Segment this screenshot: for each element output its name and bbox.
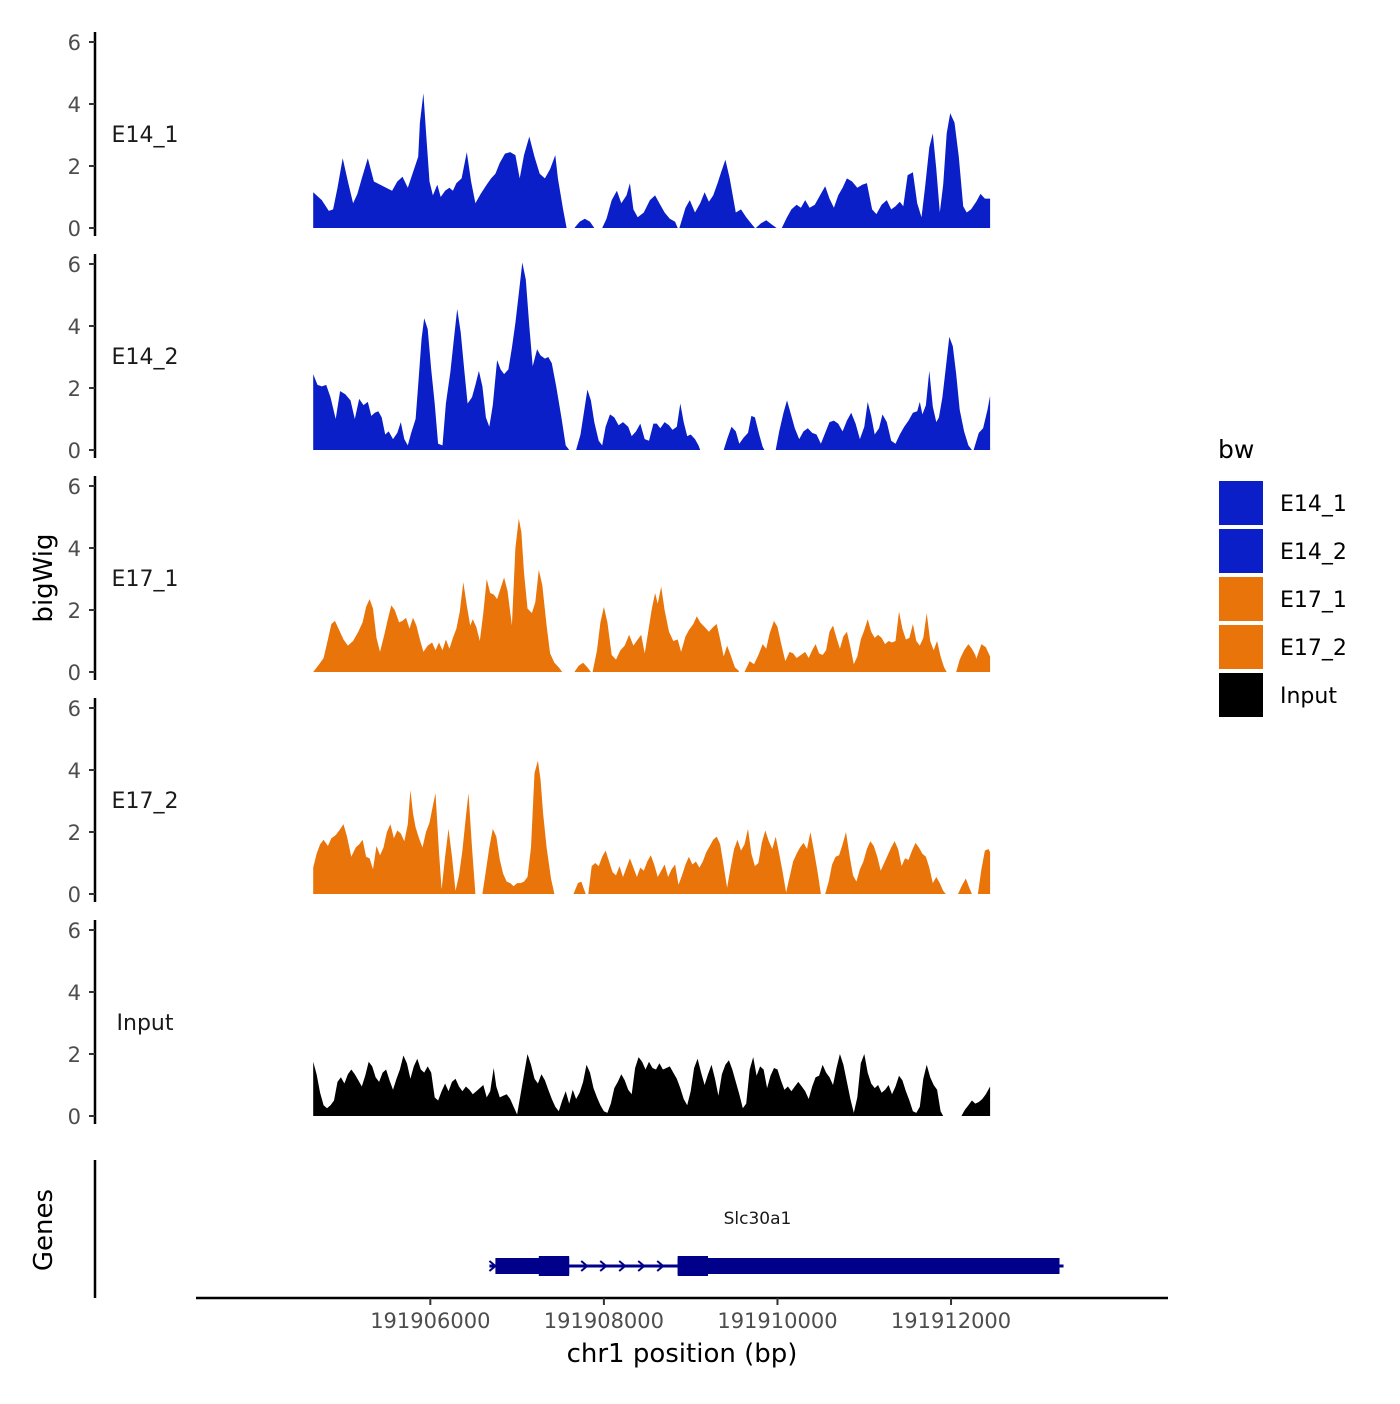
y-tick-label: 0 xyxy=(68,1105,81,1129)
track-label: E14_1 xyxy=(112,123,179,148)
area-E14_2d xyxy=(775,336,972,450)
legend-label: E17_1 xyxy=(1280,588,1347,613)
area-E14_2 xyxy=(313,262,570,450)
area-E17_2 xyxy=(313,790,476,894)
gene-name-label: Slc30a1 xyxy=(724,1209,792,1229)
area-E14_1d xyxy=(679,159,755,228)
area-E14_1c xyxy=(602,183,678,228)
y-tick-label: 0 xyxy=(68,883,81,907)
strand-arrow xyxy=(637,1260,646,1272)
track-E17_1: 0 2 4 6 E17_1 xyxy=(68,475,991,685)
gene-cds xyxy=(677,1256,709,1276)
area-E14_1b xyxy=(574,218,595,228)
y-tick-label: 6 xyxy=(68,919,81,943)
y-tick-label: 4 xyxy=(68,981,81,1005)
x-tick-label: 191906000 xyxy=(370,1309,490,1333)
genes-axis-title: Genes xyxy=(29,1189,59,1271)
x-tick-label: 191912000 xyxy=(891,1309,1011,1333)
genes-layer: Slc30a1 xyxy=(93,1160,1064,1298)
track-label: E14_2 xyxy=(112,345,179,370)
area-E17_2g xyxy=(977,849,991,894)
y-tick-label: 0 xyxy=(68,217,81,241)
area-E14_2e xyxy=(973,395,991,450)
legend-label: Input xyxy=(1280,684,1337,709)
y-tick-label: 4 xyxy=(68,759,81,783)
legend-key-Input xyxy=(1217,671,1265,719)
legend: bw E14_1 E14_2 E17_1 E17_2 Input xyxy=(1217,435,1347,719)
y-tick-label: 2 xyxy=(68,1043,81,1067)
track-E17_2: 0 2 4 6 E17_2 xyxy=(68,697,991,907)
area-E14_2c xyxy=(723,415,765,450)
y-axis-title: bigWig xyxy=(29,533,59,622)
gene-cds xyxy=(538,1256,570,1276)
strand-arrow xyxy=(580,1260,589,1272)
area-E14_1 xyxy=(313,93,567,228)
y-tick-label: 6 xyxy=(68,697,81,721)
area-E17_2d xyxy=(588,828,821,894)
legend-label: E14_2 xyxy=(1280,540,1347,565)
area-E14_1e xyxy=(755,220,777,228)
area-Input xyxy=(313,1054,944,1116)
legend-key-E17_2 xyxy=(1217,623,1265,671)
legend-key-E14_1 xyxy=(1217,479,1265,527)
x-tick-label: 191910000 xyxy=(717,1309,837,1333)
area-E14_1f xyxy=(781,113,991,228)
track-label: E17_2 xyxy=(112,789,179,814)
area-Input_b xyxy=(961,1086,991,1116)
gene-exon xyxy=(677,1258,1060,1274)
track-Input: 0 2 4 6 Input xyxy=(68,919,991,1129)
area-E17_1 xyxy=(313,518,563,672)
track-E14_1: 0 2 4 6 E14_1 xyxy=(68,31,991,241)
y-tick-label: 6 xyxy=(68,253,81,277)
area-E17_2e xyxy=(825,832,946,894)
area-E17_1c xyxy=(592,586,740,672)
legend-label: E17_2 xyxy=(1280,636,1347,661)
y-tick-label: 4 xyxy=(68,315,81,339)
track-label: E17_1 xyxy=(112,567,179,592)
strand-arrow xyxy=(656,1260,665,1272)
y-tick-label: 0 xyxy=(68,439,81,463)
tracks-layer: 0 2 4 6 E14_1 0 2 4 6 E14_2 0 2 4 6 E17_1 0 2 4 6 E17_2 0 2 4 6… xyxy=(68,31,991,1129)
y-tick-label: 6 xyxy=(68,475,81,499)
area-E14_2b xyxy=(576,389,701,450)
y-tick-label: 4 xyxy=(68,93,81,117)
area-E17_2b xyxy=(482,760,555,894)
strand-arrow xyxy=(488,1260,497,1272)
area-E17_2c xyxy=(573,881,586,894)
y-tick-label: 2 xyxy=(68,599,81,623)
area-E17_1b xyxy=(574,662,591,672)
y-tick-label: 4 xyxy=(68,537,81,561)
track-label: Input xyxy=(117,1011,174,1036)
legend-title: bw xyxy=(1218,435,1254,464)
y-tick-label: 2 xyxy=(68,821,81,845)
area-E17_1d xyxy=(744,611,947,672)
y-tick-label: 2 xyxy=(68,377,81,401)
x-axis-title: chr1 position (bp) xyxy=(567,1339,798,1369)
area-E17_1f xyxy=(971,644,991,672)
y-tick-label: 2 xyxy=(68,155,81,179)
x-tick-label: 191908000 xyxy=(544,1309,664,1333)
legend-label: E14_1 xyxy=(1280,492,1347,517)
legend-key-E14_2 xyxy=(1217,527,1265,575)
legend-key-E17_1 xyxy=(1217,575,1265,623)
area-E17_2f xyxy=(958,878,972,894)
x-axis: 191906000 191908000 191910000 191912000 xyxy=(196,1296,1168,1333)
y-tick-label: 0 xyxy=(68,661,81,685)
track-E14_2: 0 2 4 6 E14_2 xyxy=(68,253,991,463)
strand-arrow xyxy=(618,1260,627,1272)
strand-arrow xyxy=(599,1260,608,1272)
y-tick-label: 6 xyxy=(68,31,81,55)
